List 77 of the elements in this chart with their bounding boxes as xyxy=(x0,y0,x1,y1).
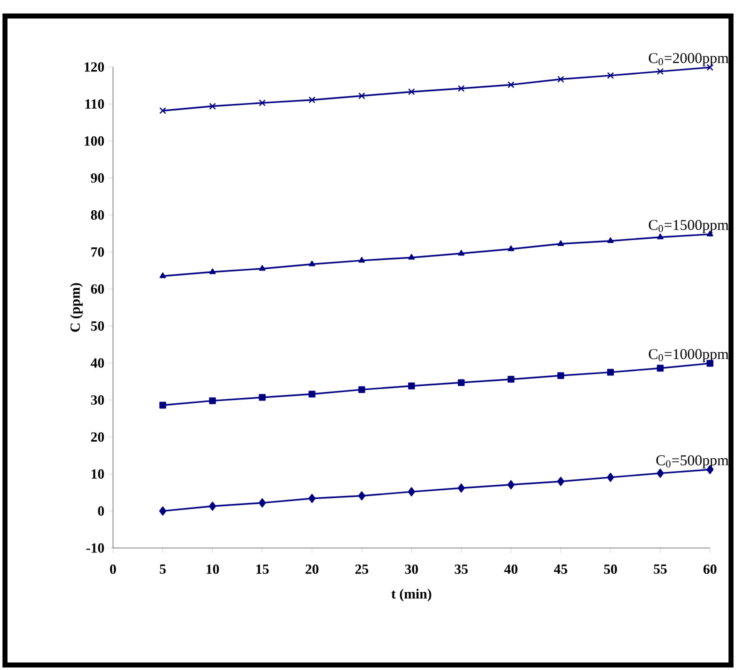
point xyxy=(408,382,415,390)
point xyxy=(209,397,216,404)
point xyxy=(408,254,415,260)
point xyxy=(259,265,266,271)
point xyxy=(657,234,664,240)
point xyxy=(160,272,166,278)
point xyxy=(458,483,465,493)
point xyxy=(258,99,266,106)
point xyxy=(159,402,166,409)
y-tick-label: 80 xyxy=(91,210,104,220)
point xyxy=(159,107,166,114)
y-tick-label: 100 xyxy=(84,136,104,146)
y-tick-label: -10 xyxy=(86,543,104,553)
point xyxy=(558,240,564,246)
y-tick-label: 110 xyxy=(85,99,104,109)
point xyxy=(358,256,365,263)
x-tick-label: 10 xyxy=(206,564,219,574)
x-axis-title: t (min) xyxy=(391,588,432,602)
point xyxy=(358,386,366,394)
y-tick-label: 40 xyxy=(90,358,104,368)
series-label: C$_{0}$=1500ppm xyxy=(648,220,729,234)
x-tick-label: 15 xyxy=(256,564,269,574)
y-tick-label: 60 xyxy=(91,284,104,294)
y-tick-label: 120 xyxy=(84,62,104,72)
point xyxy=(656,68,664,75)
point xyxy=(458,85,465,92)
y-axis-title: C (ppm) xyxy=(70,283,83,332)
point xyxy=(308,96,316,104)
x-tick-label: 5 xyxy=(160,564,166,574)
x-tick-label: 35 xyxy=(454,564,468,574)
point xyxy=(557,476,564,486)
point xyxy=(507,480,515,490)
point xyxy=(358,92,366,100)
x-tick-label: 55 xyxy=(654,564,667,574)
point xyxy=(607,368,614,376)
x-tick-label: 60 xyxy=(704,564,716,574)
series-label: C$_{0}$=1000ppm xyxy=(648,349,729,362)
x-tick-label: 45 xyxy=(554,564,568,574)
series-label: C$_{0}$=2000ppm xyxy=(648,53,729,66)
point xyxy=(308,494,316,504)
y-tick-label: 0 xyxy=(98,506,104,516)
y-tick-label: 90 xyxy=(90,173,104,183)
series-label: C$_{0}$=500ppm xyxy=(656,455,729,468)
point xyxy=(209,268,216,274)
point xyxy=(458,250,464,256)
point xyxy=(508,81,514,88)
y-tick-label: 70 xyxy=(91,247,104,257)
y-tick-label: 50 xyxy=(91,321,104,331)
point xyxy=(258,394,266,401)
point xyxy=(408,88,415,96)
point xyxy=(557,76,564,83)
x-tick-label: 20 xyxy=(306,564,318,574)
point xyxy=(159,506,166,516)
point xyxy=(258,498,266,508)
point xyxy=(358,491,366,500)
point xyxy=(607,237,614,243)
point xyxy=(208,502,216,511)
y-tick-label: 30 xyxy=(91,395,104,405)
y-tick-label: 20 xyxy=(91,432,104,442)
x-tick-label: 40 xyxy=(504,564,518,574)
point xyxy=(508,245,514,252)
point xyxy=(308,390,316,398)
point xyxy=(656,468,664,478)
point xyxy=(557,372,564,379)
point xyxy=(408,487,416,496)
x-tick-label: 25 xyxy=(355,564,368,574)
point xyxy=(656,364,664,372)
y-tick-label: 10 xyxy=(92,469,104,479)
x-tick-label: 50 xyxy=(604,564,617,574)
point xyxy=(209,102,216,110)
x-tick-label: 0 xyxy=(110,564,116,574)
point xyxy=(458,379,465,386)
point xyxy=(308,260,316,266)
point xyxy=(606,472,614,482)
point xyxy=(607,72,614,79)
point xyxy=(508,376,514,383)
x-tick-label: 30 xyxy=(405,564,418,574)
